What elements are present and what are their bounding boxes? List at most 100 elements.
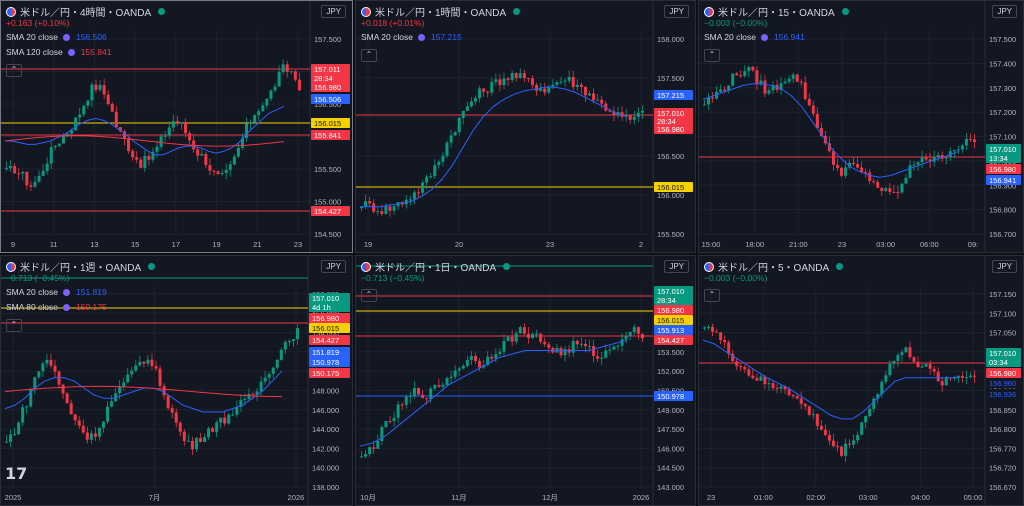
collapse-legend-button[interactable]: ⌃ bbox=[704, 49, 720, 62]
candle bbox=[449, 370, 453, 384]
candle bbox=[380, 425, 384, 445]
candle bbox=[101, 421, 105, 433]
indicator-settings-icon bbox=[62, 34, 70, 42]
price-label: 156.936 bbox=[986, 389, 1021, 399]
candle bbox=[474, 95, 477, 105]
candle bbox=[852, 156, 856, 166]
candle bbox=[840, 166, 843, 178]
svg-text:156.980: 156.980 bbox=[989, 369, 1016, 378]
candle bbox=[433, 384, 437, 391]
candle bbox=[81, 419, 85, 435]
symbol-title: 米ドル／円・15・OANDA bbox=[718, 8, 835, 19]
chart-panel-1d[interactable]: 158.000156.500155.000153.500152.000150.5… bbox=[355, 255, 696, 506]
candle bbox=[45, 353, 49, 368]
y-tick-label: 154.500 bbox=[314, 230, 341, 239]
candle bbox=[13, 427, 17, 437]
price-label: 150.175 bbox=[309, 368, 350, 378]
candle bbox=[283, 340, 287, 354]
indicator-legend[interactable]: SMA 120 close 155.841 bbox=[6, 47, 112, 57]
svg-text:157.010: 157.010 bbox=[657, 109, 684, 118]
collapse-legend-button[interactable]: ⌃ bbox=[6, 64, 22, 77]
svg-text:28:34: 28:34 bbox=[314, 74, 333, 83]
candle bbox=[868, 404, 872, 418]
candle bbox=[592, 88, 596, 104]
candle bbox=[636, 107, 640, 122]
collapse-legend-button[interactable]: ⌃ bbox=[361, 49, 377, 62]
y-tick-label: 156.700 bbox=[989, 230, 1016, 239]
currency-button[interactable]: JPY bbox=[992, 260, 1017, 273]
candlestick-chart: 158.000157.500157.000156.500156.000155.5… bbox=[356, 1, 693, 252]
chart-title[interactable]: 米ドル／円・1日・OANDA bbox=[361, 259, 511, 274]
candle bbox=[900, 183, 904, 195]
collapse-legend-button[interactable]: ⌃ bbox=[6, 319, 22, 332]
sma-line bbox=[359, 339, 628, 447]
candle bbox=[799, 391, 803, 410]
indicator-legend[interactable]: SMA 20 close 151.819 bbox=[6, 287, 107, 297]
candle bbox=[126, 367, 130, 384]
collapse-legend-button[interactable]: ⌃ bbox=[704, 289, 720, 302]
y-tick-label: 153.500 bbox=[657, 348, 684, 357]
chart-title[interactable]: 米ドル／円・4時間・OANDA bbox=[6, 4, 166, 19]
candle bbox=[952, 376, 956, 382]
chart-title[interactable]: 米ドル／円・15・OANDA bbox=[704, 4, 849, 19]
candle bbox=[856, 431, 860, 444]
candle bbox=[510, 330, 514, 347]
collapse-legend-button[interactable]: ⌃ bbox=[361, 289, 377, 302]
currency-button[interactable]: JPY bbox=[664, 5, 689, 18]
price-change: −0.713 (−0.45%) bbox=[6, 273, 70, 283]
y-tick-label: 156.800 bbox=[989, 425, 1016, 434]
indicator-legend[interactable]: SMA 20 close 157.215 bbox=[361, 32, 462, 42]
indicator-legend[interactable]: SMA 20 close 156.506 bbox=[6, 32, 107, 42]
candle bbox=[852, 434, 856, 448]
price-change: +0.163 (+0.10%) bbox=[6, 18, 70, 28]
candle bbox=[763, 374, 767, 390]
candle bbox=[563, 346, 567, 362]
indicator-legend[interactable]: SMA 20 close 156.941 bbox=[704, 32, 805, 42]
chart-panel-1w[interactable]: 158.885156.000154.000152.000150.000148.0… bbox=[0, 255, 353, 506]
chart-panel-1h[interactable]: 158.000157.500157.000156.500156.000155.5… bbox=[355, 0, 696, 253]
currency-button[interactable]: JPY bbox=[321, 260, 346, 273]
candle bbox=[429, 386, 433, 404]
price-label: 157.010 bbox=[654, 286, 693, 296]
candle bbox=[518, 325, 522, 335]
indicator-legend[interactable]: SMA 80 close 150.175 bbox=[6, 302, 107, 312]
market-open-icon bbox=[841, 8, 849, 15]
chart-title[interactable]: 米ドル／円・1週・OANDA bbox=[6, 259, 156, 274]
chart-panel-4h[interactable]: 157.500157.000156.500156.000155.500155.0… bbox=[0, 0, 353, 253]
candle bbox=[571, 70, 575, 91]
candle bbox=[924, 363, 928, 367]
svg-text:154.427: 154.427 bbox=[657, 336, 684, 345]
currency-button[interactable]: JPY bbox=[321, 5, 346, 18]
symbol-title: 米ドル／円・5・OANDA bbox=[718, 263, 830, 274]
chart-title[interactable]: 米ドル／円・5・OANDA bbox=[704, 259, 844, 274]
y-tick-label: 146.000 bbox=[312, 406, 339, 415]
y-tick-label: 157.200 bbox=[989, 108, 1016, 117]
candle bbox=[267, 372, 271, 384]
price-change: −0.003 (−0.00%) bbox=[704, 273, 768, 283]
candle bbox=[122, 129, 126, 146]
candle bbox=[956, 145, 960, 155]
candle bbox=[216, 170, 220, 175]
candle bbox=[856, 157, 860, 169]
svg-text:156.980: 156.980 bbox=[989, 165, 1016, 174]
y-tick-label: 147.500 bbox=[657, 425, 684, 434]
candle bbox=[779, 76, 783, 95]
candle bbox=[755, 373, 759, 381]
chart-panel-15m[interactable]: 157.500 157.400 157.300 157.200 157.100 157.0… bbox=[698, 0, 1024, 253]
candle bbox=[640, 105, 644, 119]
usdjpy-flag-icon bbox=[6, 261, 16, 272]
candle bbox=[928, 152, 932, 169]
price-label: 156.941 bbox=[986, 175, 1021, 185]
candle bbox=[880, 379, 884, 398]
chart-title[interactable]: 米ドル／円・1時間・OANDA bbox=[361, 4, 521, 19]
candle bbox=[159, 133, 163, 150]
chart-panel-5m[interactable]: 157.150157.100157.050157.000156.950156.9… bbox=[698, 255, 1024, 506]
candle bbox=[453, 131, 457, 137]
y-tick-label: 157.150 bbox=[989, 290, 1016, 299]
svg-text:156.015: 156.015 bbox=[312, 324, 339, 333]
currency-button[interactable]: JPY bbox=[992, 5, 1017, 18]
currency-button[interactable]: JPY bbox=[664, 260, 689, 273]
candle bbox=[787, 75, 791, 84]
candle bbox=[188, 130, 192, 146]
candlestick-chart: 157.500 157.400 157.300 157.200 157.100 157.0… bbox=[699, 1, 1021, 252]
